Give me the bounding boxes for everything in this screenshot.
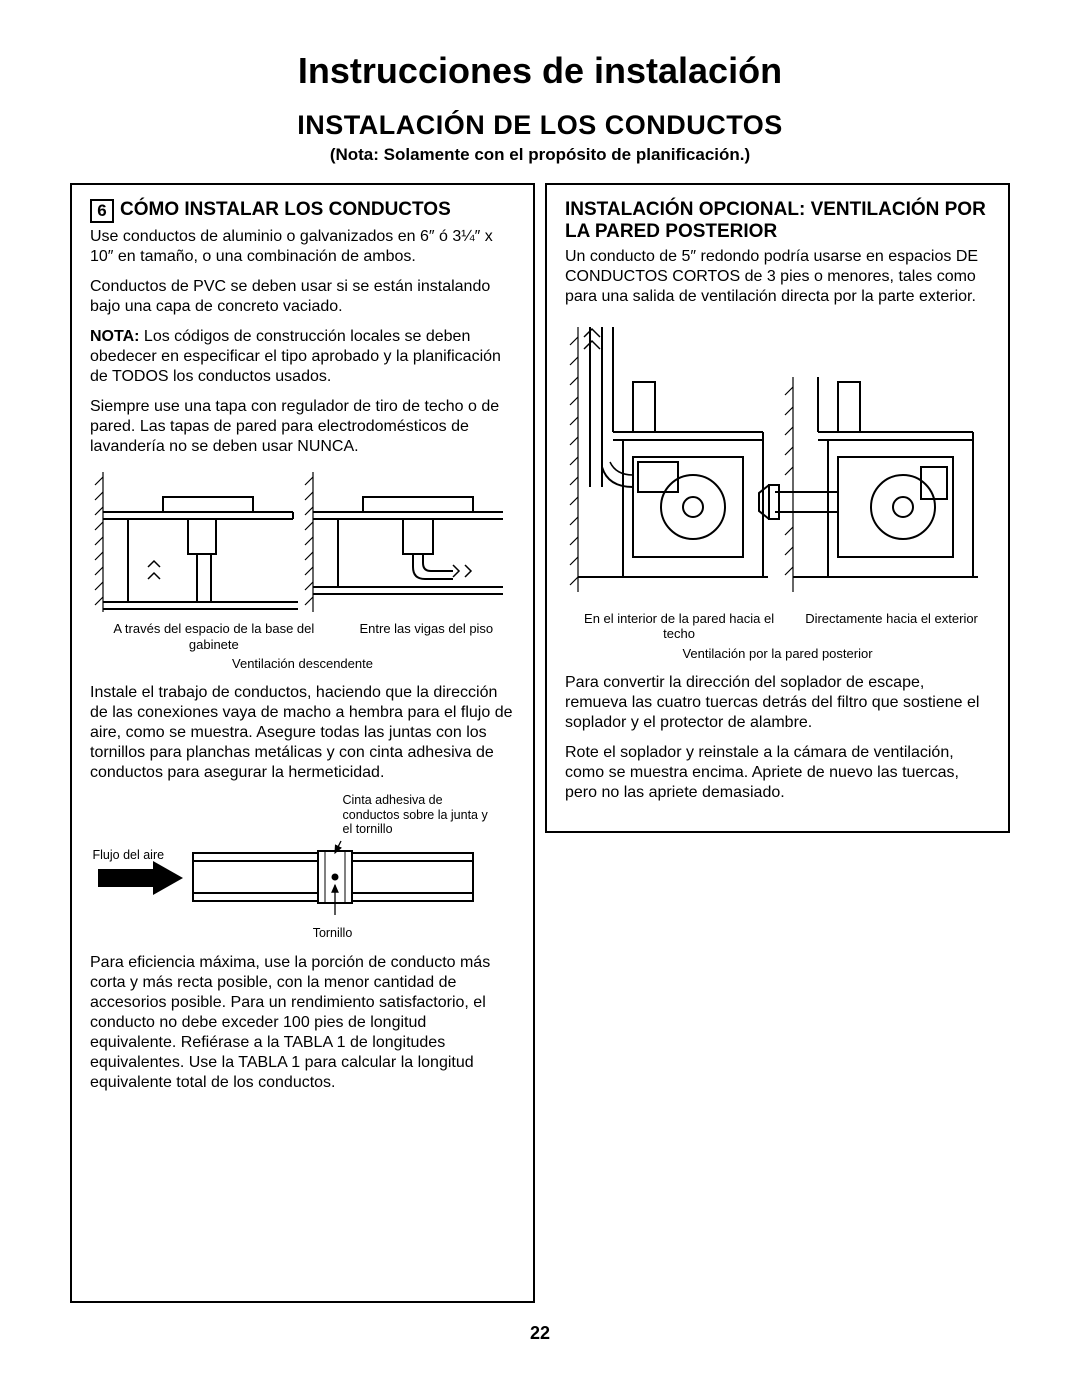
step-heading: 6 CÓMO INSTALAR LOS CONDUCTOS	[90, 199, 515, 223]
fig-right-sub: Ventilación por la pared posterior	[565, 646, 990, 661]
step-number-box: 6	[90, 199, 114, 223]
fig2-label-screw: Tornillo	[123, 926, 543, 940]
page-main-title: Instrucciones de instalación	[70, 50, 1010, 92]
section-title: INSTALACIÓN DE LOS CONDUCTOS	[70, 110, 1010, 141]
left-column: 6 CÓMO INSTALAR LOS CONDUCTOS Use conduc…	[70, 183, 535, 1303]
right-p3: Rote el soplador y reinstale a la cámara…	[565, 743, 990, 803]
downdraft-diagram	[93, 467, 513, 617]
left-p3-text: Los códigos de construcción locales se d…	[90, 328, 501, 385]
left-p5: Instale el trabajo de conductos, haciend…	[90, 683, 515, 783]
fig-right-cap-left: En el interior de la pared hacia el tech…	[577, 611, 781, 642]
page-number: 22	[70, 1323, 1010, 1344]
right-p1: Un conducto de 5″ redondo podría usarse …	[565, 247, 990, 307]
nota-label: NOTA:	[90, 328, 139, 345]
right-p2: Para convertir la dirección del soplador…	[565, 673, 990, 733]
fig1-cap-left: A través del espacio de la base del gabi…	[112, 621, 316, 652]
fig1-sub: Ventilación descendente	[90, 656, 515, 671]
right-column: INSTALACIÓN OPCIONAL: VENTILACIÓN POR LA…	[545, 183, 1010, 833]
fig2-label-tape: Cinta adhesiva de conductos sobre la jun…	[343, 793, 493, 836]
fig2-label-flow: Flujo del aire	[93, 848, 165, 862]
right-heading: INSTALACIÓN OPCIONAL: VENTILACIÓN POR LA…	[565, 199, 990, 243]
rear-wall-diagram	[568, 317, 988, 607]
left-p3: NOTA: Los códigos de construcción locale…	[90, 327, 515, 387]
left-p2: Conductos de PVC se deben usar si se est…	[90, 277, 515, 317]
fig1-cap-right: Entre las vigas del piso	[359, 621, 493, 652]
section-subtitle: (Nota: Solamente con el propósito de pla…	[70, 145, 1010, 165]
fig-right-cap-right: Directamente hacia el exterior	[805, 611, 978, 642]
left-p1: Use conductos de aluminio o galvanizados…	[90, 227, 515, 267]
left-p6: Para eficiencia máxima, use la porción d…	[90, 953, 515, 1093]
fig1-captions: A través del espacio de la base del gabi…	[90, 621, 515, 652]
step-heading-text: CÓMO INSTALAR LOS CONDUCTOS	[120, 199, 451, 221]
left-p4: Siempre use una tapa con regulador de ti…	[90, 397, 515, 457]
fig-right-captions: En el interior de la pared hacia el tech…	[565, 611, 990, 642]
two-column-layout: 6 CÓMO INSTALAR LOS CONDUCTOS Use conduc…	[70, 183, 1010, 1303]
